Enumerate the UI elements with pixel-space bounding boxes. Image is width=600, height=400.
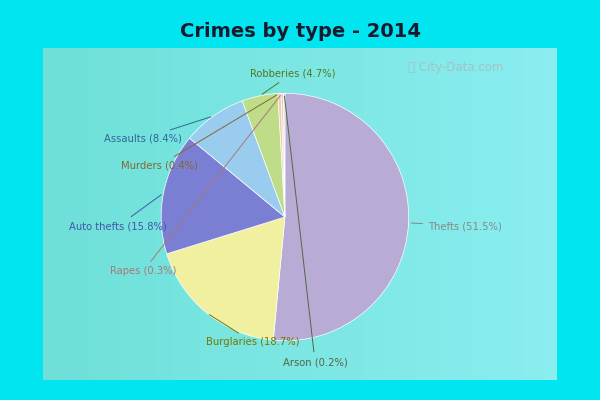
Wedge shape: [167, 217, 285, 340]
Wedge shape: [273, 93, 409, 341]
Text: Murders (0.4%): Murders (0.4%): [121, 95, 277, 171]
Text: Thefts (51.5%): Thefts (51.5%): [411, 221, 502, 231]
Text: Robberies (4.7%): Robberies (4.7%): [250, 68, 335, 94]
Text: Rapes (0.3%): Rapes (0.3%): [110, 96, 280, 276]
Text: Burglaries (18.7%): Burglaries (18.7%): [206, 314, 300, 347]
Wedge shape: [242, 94, 285, 217]
Wedge shape: [190, 101, 285, 217]
Text: Auto thefts (15.8%): Auto thefts (15.8%): [70, 195, 167, 231]
Title: Crimes by type - 2014: Crimes by type - 2014: [179, 22, 421, 41]
Text: ⓘ City-Data.com: ⓘ City-Data.com: [408, 62, 503, 74]
Text: Assaults (8.4%): Assaults (8.4%): [104, 117, 211, 144]
Wedge shape: [281, 93, 285, 217]
Wedge shape: [161, 138, 285, 254]
Wedge shape: [278, 93, 285, 217]
Wedge shape: [283, 93, 285, 217]
Text: Arson (0.2%): Arson (0.2%): [283, 96, 347, 367]
